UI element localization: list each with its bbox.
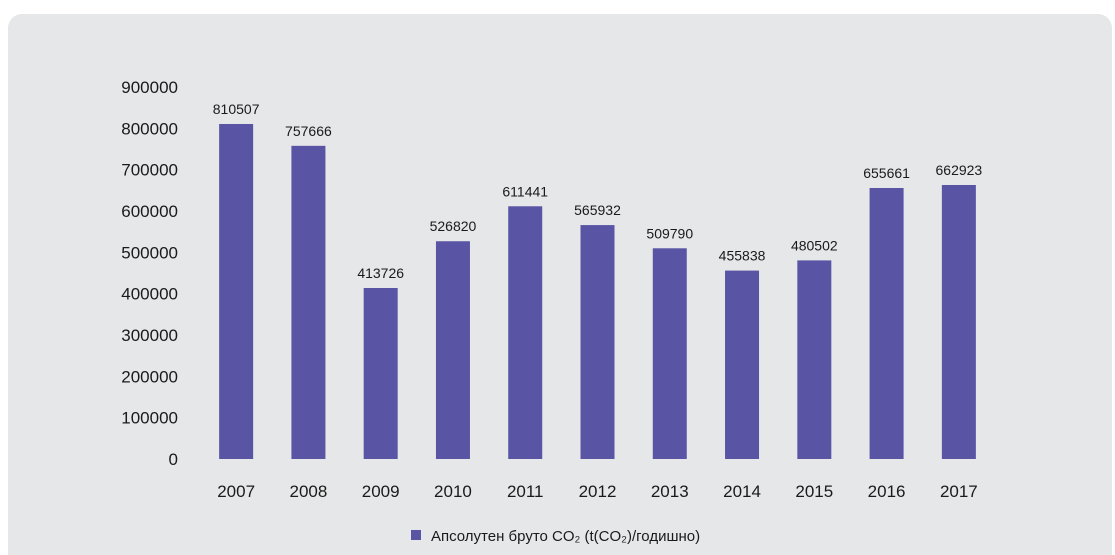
bar: [652, 248, 687, 459]
y-axis-ticks: 0 100000 200000 300000 400000 500000 600000 700…: [121, 78, 178, 469]
x-axis-ticks: 2007 2008 2009 2010 2011 2012 2013 2014 2015 2016…: [217, 482, 978, 501]
legend: Апсолутен бруто CO₂ (t(CO₂)/годишно): [411, 528, 700, 545]
y-tick-label: 600000: [121, 202, 178, 221]
y-tick-label: 300000: [121, 326, 178, 345]
bar: [580, 225, 615, 459]
x-tick-label: 2015: [795, 482, 833, 501]
data-label: 413726: [357, 265, 404, 281]
bar: [508, 206, 543, 459]
legend-label: Апсолутен бруто CO₂ (t(CO₂)/годишно): [431, 528, 700, 545]
x-tick-label: 2010: [434, 482, 472, 501]
bar: [435, 241, 470, 459]
bar: [797, 260, 832, 459]
data-label: 810507: [213, 101, 260, 117]
x-tick-label: 2012: [579, 482, 617, 501]
x-tick-label: 2013: [651, 482, 689, 501]
data-labels: 810507 757666 413726 526820 611441 565932 5097…: [213, 101, 983, 281]
bar: [219, 123, 254, 459]
legend-swatch: [411, 530, 421, 540]
x-tick-label: 2008: [289, 482, 327, 501]
data-label: 565932: [574, 202, 621, 218]
data-label: 480502: [791, 237, 838, 253]
bar: [941, 184, 976, 459]
data-label: 526820: [430, 218, 477, 234]
chart-panel: [8, 14, 1112, 555]
bar: [869, 187, 904, 459]
y-tick-label: 800000: [121, 119, 178, 138]
data-label: 662923: [936, 162, 983, 178]
data-label: 509790: [646, 225, 693, 241]
data-label: 757666: [285, 123, 332, 139]
y-tick-label: 900000: [121, 78, 178, 97]
y-tick-label: 400000: [121, 285, 178, 304]
bar: [363, 287, 398, 459]
data-label: 655661: [863, 165, 910, 181]
x-tick-label: 2011: [507, 482, 544, 501]
y-tick-label: 100000: [121, 409, 178, 428]
x-tick-label: 2017: [940, 482, 978, 501]
bar: [725, 270, 760, 459]
x-tick-label: 2014: [723, 482, 761, 501]
bars: [219, 123, 976, 459]
y-tick-label: 0: [169, 450, 178, 469]
x-tick-label: 2016: [868, 482, 906, 501]
y-tick-label: 200000: [121, 367, 178, 386]
y-tick-label: 700000: [121, 161, 178, 180]
x-tick-label: 2009: [362, 482, 400, 501]
y-tick-label: 500000: [121, 243, 178, 262]
x-tick-label: 2007: [217, 482, 255, 501]
bar: [291, 145, 326, 459]
data-label: 611441: [502, 183, 548, 199]
data-label: 455838: [719, 248, 766, 264]
